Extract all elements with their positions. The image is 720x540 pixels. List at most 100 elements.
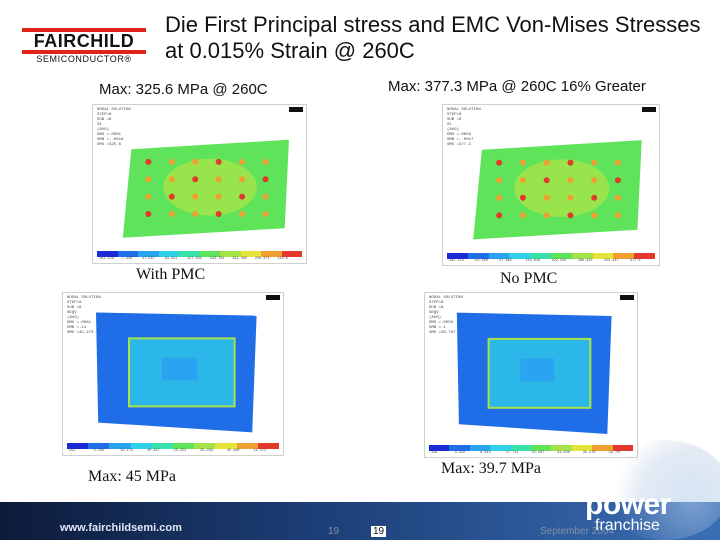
- bump-hotspot: [519, 212, 526, 219]
- emc-centre-cross: [162, 357, 198, 381]
- legend-swatch: [592, 445, 613, 451]
- bump-hotspot: [168, 193, 175, 200]
- bump-hotspot: [543, 194, 550, 201]
- bump-hotspot: [215, 158, 222, 165]
- legend-ticks: -161.123 -53.400 57.895 143.618 222.325 286.3…: [447, 259, 655, 265]
- die-stress-plot-with-pmc: NODAL SOLUTION STEP=8 SUB =8 S1 (AVG) DM…: [92, 104, 307, 264]
- legend-swatch: [109, 443, 131, 449]
- legend-swatch: [469, 445, 491, 451]
- legend-swatch: [510, 445, 532, 451]
- legend-tick-label: 258.374: [254, 257, 270, 261]
- bump-hotspot: [262, 176, 269, 183]
- legend-swatch: [509, 253, 531, 259]
- legend-tick-label: 45.273: [253, 449, 267, 453]
- ansys-logo: [266, 295, 280, 300]
- bump-hotspot: [519, 177, 526, 184]
- legend-tick-label: 22.187: [531, 451, 545, 455]
- legend-swatch: [467, 253, 489, 259]
- legend-swatch: [130, 443, 152, 449]
- caption-with-pmc: With PMC: [136, 266, 206, 283]
- brand-franchise: franchise: [595, 517, 660, 534]
- legend-swatch: [67, 443, 89, 449]
- legend-tick-label: 35.478: [582, 451, 596, 455]
- caption-no-pmc: No PMC: [500, 270, 558, 287]
- caption-max-39-7: Max: 39.7 MPa: [441, 460, 541, 477]
- legend-tick-label: 325.6: [277, 257, 288, 261]
- bump-hotspot: [192, 176, 199, 183]
- legend-swatch: [550, 253, 572, 259]
- logo-bar-bottom: [22, 50, 146, 54]
- legend-ticks: .152 5.203 10.173 20.257 25.223 35.283 40.266 4…: [67, 449, 279, 455]
- legend-swatch: [571, 253, 593, 259]
- legend-tick-label: 191.390: [232, 257, 247, 261]
- color-legend: [447, 253, 655, 259]
- bump-hotspot: [145, 211, 152, 218]
- logo-subtitle: SEMICONDUCTOR®: [36, 54, 132, 64]
- legend-tick-label: 8.813: [480, 451, 491, 455]
- legend-tick-label: 57.895: [499, 259, 512, 263]
- bump-hotspot: [496, 159, 503, 166]
- contour-image: [456, 312, 612, 435]
- legend-swatch: [612, 445, 634, 451]
- legend-tick-label: -161.123: [447, 259, 464, 263]
- die-centre-region: [163, 158, 258, 216]
- emc-centre-cross: [520, 358, 555, 382]
- emc-frame: [487, 337, 592, 409]
- bump-hotspot: [567, 194, 574, 201]
- legend-swatch: [194, 443, 216, 449]
- legend-tick-label: 10.173: [120, 449, 133, 453]
- legend-tick-label: 39.707: [608, 451, 622, 455]
- legend-swatch: [488, 253, 510, 259]
- legend-tick-label: .152: [67, 449, 76, 453]
- legend-ticks: .158 4.412 8.813 17.711 22.187 31.030 35.478 39…: [429, 451, 633, 457]
- contour-image: [122, 139, 289, 238]
- footer-url: www.fairchildsemi.com: [60, 522, 182, 534]
- color-legend: [97, 251, 302, 257]
- color-legend: [429, 445, 634, 451]
- legend-swatch: [530, 253, 551, 259]
- legend-swatch: [449, 445, 470, 451]
- legend-tick-label: 143.618: [525, 259, 541, 263]
- plot-header-text: NODAL SOLUTION STEP=8 SUB =8 SEQV (AVG) …: [67, 296, 101, 335]
- die-centre-region: [514, 159, 610, 217]
- legend-tick-label: 4.412: [454, 451, 466, 455]
- bump-hotspot: [215, 211, 222, 218]
- legend-tick-label: -161.526: [97, 257, 114, 261]
- legend-swatch: [429, 445, 450, 451]
- caption-max-no-pmc: Max: 377.3 MPa @ 260C 16% Greater: [388, 78, 646, 95]
- logo-bar-top: [22, 28, 146, 32]
- caption-max-45: Max: 45 MPa: [88, 468, 176, 485]
- legend-swatch: [236, 443, 258, 449]
- legend-swatch: [199, 251, 220, 257]
- legend-tick-label: 286.333: [577, 259, 593, 263]
- legend-swatch: [151, 443, 174, 449]
- bump-hotspot: [614, 194, 621, 201]
- legend-swatch: [173, 443, 195, 449]
- bump-hotspot: [614, 177, 621, 184]
- footer-date: September 2004: [540, 526, 614, 537]
- legend-swatch: [531, 445, 552, 451]
- legend-tick-label: -53.400: [473, 259, 488, 263]
- brand-swirl-graphic: [600, 440, 720, 540]
- contour-image: [96, 312, 257, 433]
- legend-tick-label: 35.283: [200, 449, 213, 453]
- bump-hotspot: [543, 212, 550, 219]
- legend-swatch: [613, 253, 635, 259]
- legend-swatch: [117, 251, 138, 257]
- plot-header-text: NODAL SOLUTION STEP=8 SUB =8 SEQV (AVG) …: [429, 296, 463, 335]
- bump-hotspot: [614, 212, 621, 219]
- bump-hotspot: [591, 177, 598, 184]
- legend-swatch: [138, 251, 159, 257]
- legend-tick-label: 25.223: [173, 449, 187, 453]
- brand-the: the: [587, 478, 607, 494]
- bump-hotspot: [192, 211, 199, 218]
- legend-swatch: [220, 251, 241, 257]
- bump-hotspot: [168, 176, 175, 183]
- legend-swatch: [447, 253, 468, 259]
- slide-title: Die First Principal stress and EMC Von-M…: [165, 12, 701, 63]
- ansys-logo: [620, 295, 634, 300]
- bump-hotspot: [543, 159, 550, 166]
- bump-hotspot: [262, 211, 269, 218]
- legend-tick-label: 83.931: [164, 257, 178, 261]
- bump-hotspot: [519, 159, 526, 166]
